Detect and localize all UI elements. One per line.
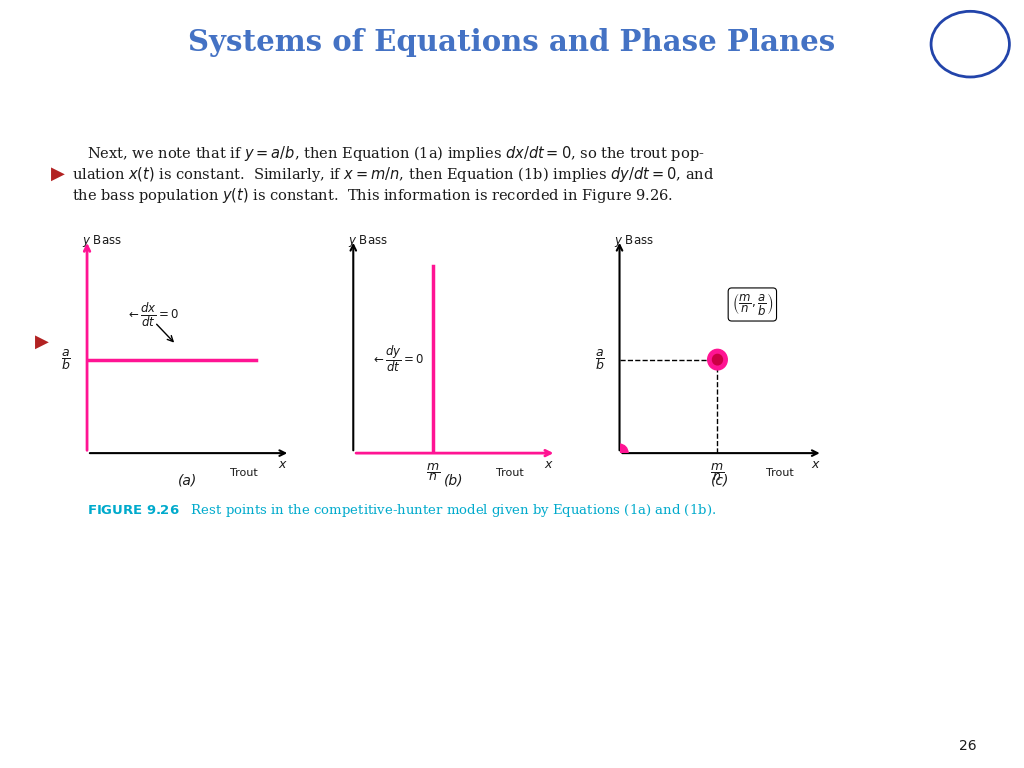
Text: $\blacktriangleright$: $\blacktriangleright$ [32, 333, 50, 351]
Text: $\leftarrow\dfrac{dx}{dt}=0$: $\leftarrow\dfrac{dx}{dt}=0$ [126, 301, 179, 329]
Text: Trout: Trout [496, 468, 524, 478]
Text: $\dfrac{m}{n}$: $\dfrac{m}{n}$ [426, 461, 440, 483]
Text: $\dfrac{a}{b}$: $\dfrac{a}{b}$ [60, 347, 71, 372]
Text: the bass population $y(t)$ is constant.  This information is recorded in Figure : the bass population $y(t)$ is constant. … [72, 186, 673, 204]
Text: Trout: Trout [766, 468, 794, 478]
Text: $\bf{FIGURE\ 9.26}$   Rest points in the competitive-hunter model given by Equat: $\bf{FIGURE\ 9.26}$ Rest points in the c… [87, 502, 716, 519]
Text: (a): (a) [178, 473, 197, 487]
Circle shape [708, 349, 727, 370]
Text: UNIVERSITY OF DIYALA: UNIVERSITY OF DIYALA [31, 68, 77, 71]
Text: Next, we note that if $y = a/b$, then Equation (1a) implies $dx/dt = 0$, so the : Next, we note that if $y = a/b$, then Eq… [87, 144, 705, 163]
Text: Systems of Equations and Phase Planes: Systems of Equations and Phase Planes [188, 28, 836, 57]
Text: $\leftarrow\dfrac{dy}{dt}=0$: $\leftarrow\dfrac{dy}{dt}=0$ [371, 343, 425, 373]
Text: $\dfrac{m}{n}$: $\dfrac{m}{n}$ [711, 461, 725, 483]
Text: (c): (c) [711, 473, 729, 487]
Text: $y$ Bass: $y$ Bass [614, 233, 654, 249]
Text: $\dfrac{a}{b}$: $\dfrac{a}{b}$ [595, 347, 605, 372]
Text: $y$ Bass: $y$ Bass [348, 233, 388, 249]
Circle shape [713, 354, 723, 365]
Text: $x$: $x$ [545, 458, 554, 471]
Text: ulation $x(t)$ is constant.  Similarly, if $x = m/n$, then Equation (1b) implies: ulation $x(t)$ is constant. Similarly, i… [72, 165, 714, 184]
Text: $x$: $x$ [279, 458, 288, 471]
Text: $\left(\dfrac{m}{n},\dfrac{a}{b}\right)$: $\left(\dfrac{m}{n},\dfrac{a}{b}\right)$ [732, 292, 773, 317]
Text: 26: 26 [958, 740, 977, 753]
Text: (b): (b) [443, 473, 464, 487]
Text: $x$: $x$ [811, 458, 820, 471]
Text: $\blacktriangleright$: $\blacktriangleright$ [47, 165, 66, 184]
Text: Trout: Trout [229, 468, 258, 478]
Text: $y$ Bass: $y$ Bass [82, 233, 122, 249]
Circle shape [611, 444, 628, 462]
